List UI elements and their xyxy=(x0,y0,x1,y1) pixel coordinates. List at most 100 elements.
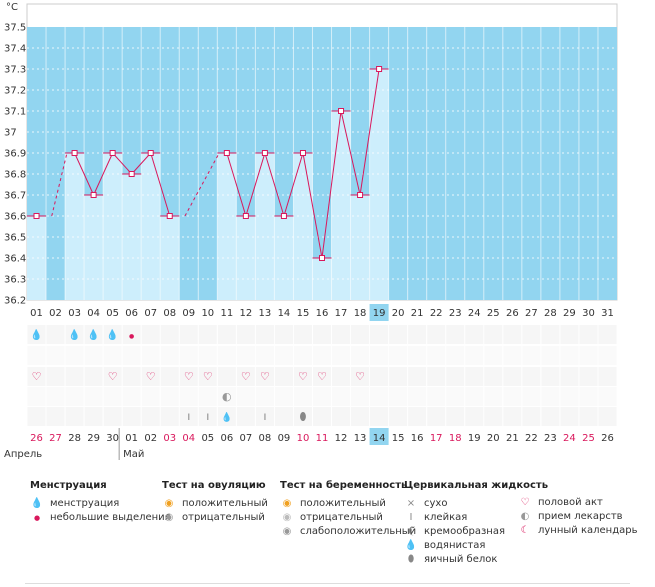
heart-icon: ♡ xyxy=(146,370,156,383)
marker-cell xyxy=(141,387,160,406)
marker-cell xyxy=(484,325,503,344)
day-label: 05 xyxy=(106,308,119,319)
heart-icon: ♡ xyxy=(32,370,42,383)
calendar-date: 07 xyxy=(240,433,253,444)
today-highlight xyxy=(369,428,389,445)
temperature-point xyxy=(166,213,173,219)
marker-cell xyxy=(274,367,293,386)
marker-cell xyxy=(293,367,312,386)
day-label: 21 xyxy=(411,308,424,319)
day-label: 11 xyxy=(220,308,233,319)
calendar-date: 12 xyxy=(335,433,348,444)
marker-cell xyxy=(236,367,255,386)
marker-cell xyxy=(27,346,46,365)
interpolated-line xyxy=(51,152,68,217)
temperature-bar xyxy=(255,153,275,300)
menstruation-icon: 💧 xyxy=(68,328,80,341)
marker-cell xyxy=(46,387,65,406)
marker-cell xyxy=(484,367,503,386)
day-label: 04 xyxy=(87,308,100,319)
calendar-date: 04 xyxy=(182,433,195,444)
sticky-icon: Ⅰ xyxy=(264,413,267,423)
marker-cell xyxy=(27,407,46,426)
temperature-point xyxy=(71,150,78,156)
marker-cell xyxy=(103,346,122,365)
marker-cell xyxy=(541,407,560,426)
marker-cell xyxy=(160,346,179,365)
marker-cell xyxy=(141,407,160,426)
legend-label: кремообразная xyxy=(424,526,505,537)
marker-cell xyxy=(332,367,351,386)
temperature-point xyxy=(147,150,154,156)
heart-icon: ♡ xyxy=(298,370,308,383)
temperature-bar xyxy=(369,69,389,300)
day-label: 17 xyxy=(335,308,348,319)
marker-cell xyxy=(27,325,46,344)
marker-cell xyxy=(522,346,541,365)
day-label: 19 xyxy=(373,308,386,319)
calendar-date: 09 xyxy=(278,433,291,444)
temperature-point xyxy=(299,150,306,156)
unit-label: °C xyxy=(6,2,18,13)
calendar-date: 26 xyxy=(30,433,43,444)
marker-cell xyxy=(541,325,560,344)
day-label: 12 xyxy=(240,308,253,319)
calendar-date: 13 xyxy=(354,433,367,444)
marker-cell xyxy=(255,387,274,406)
marker-cell xyxy=(46,407,65,426)
day-label: 01 xyxy=(30,308,43,319)
marker-cell xyxy=(84,407,103,426)
watery-icon: 💧 xyxy=(404,540,418,551)
legend-label: небольшие выделения xyxy=(50,512,171,523)
temperature-line xyxy=(74,152,95,196)
marker-cell xyxy=(65,387,84,406)
temperature-point xyxy=(280,213,287,219)
y-tick-label: 37.5 xyxy=(4,23,26,34)
marker-cell xyxy=(217,325,236,344)
month-label: Май xyxy=(123,449,144,460)
marker-cell xyxy=(141,346,160,365)
marker-cell xyxy=(236,407,255,426)
calendar-date: 15 xyxy=(392,433,405,444)
marker-cell xyxy=(217,367,236,386)
day-label: 13 xyxy=(259,308,272,319)
day-label: 23 xyxy=(449,308,462,319)
marker-cell xyxy=(446,325,465,344)
marker-cell xyxy=(598,346,617,365)
marker-cell xyxy=(332,325,351,344)
legend-label: яичный белок xyxy=(424,554,498,565)
marker-cell xyxy=(312,325,332,344)
marker-cell xyxy=(427,367,446,386)
temperature-bar xyxy=(27,216,47,300)
day-label: 03 xyxy=(68,308,81,319)
y-tick-label: 36.2 xyxy=(4,296,26,307)
legend-label: положительный xyxy=(182,498,268,509)
marker-cell xyxy=(217,346,236,365)
calendar-date: 08 xyxy=(259,433,272,444)
marker-cell xyxy=(370,325,389,344)
menstruation-icon: 💧 xyxy=(87,328,99,341)
marker-cell xyxy=(427,346,446,365)
marker-cell xyxy=(465,367,484,386)
marker-cell xyxy=(160,367,179,386)
marker-cell xyxy=(560,367,579,386)
marker-grid: 💧 💧 💧 💧 ● ♡ ♡ ♡ ♡ ♡ ♡ ♡ ♡ ♡ ♡ ◐ Ⅰ Ⅰ Ⅰ 💧 ⬮ xyxy=(27,325,617,426)
divider xyxy=(25,583,630,584)
marker-cell xyxy=(465,407,484,426)
y-tick-label: 36.9 xyxy=(4,149,26,160)
marker-cell xyxy=(293,346,312,365)
day-label: 27 xyxy=(525,308,538,319)
calendar-date: 28 xyxy=(68,433,81,444)
marker-cell xyxy=(27,387,46,406)
negative-preg-icon: ◉ xyxy=(282,512,292,523)
temperature-bar xyxy=(84,195,104,300)
temperature-bar xyxy=(141,153,161,300)
calendar-date: 01 xyxy=(125,433,138,444)
day-label: 25 xyxy=(487,308,500,319)
marker-cell xyxy=(408,387,427,406)
temperature-point xyxy=(261,150,268,156)
legend-title: Тест на овуляцию xyxy=(162,480,266,491)
calendar-date: 10 xyxy=(297,433,310,444)
marker-cell xyxy=(198,367,217,386)
marker-cell xyxy=(351,387,370,406)
